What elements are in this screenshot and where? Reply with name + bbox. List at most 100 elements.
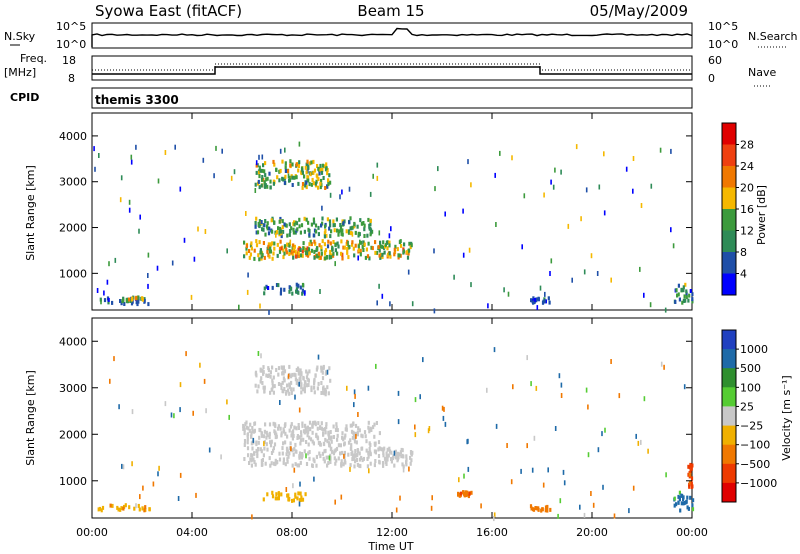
data-cell [305, 185, 308, 190]
x-tick-label: 12:00 [376, 526, 408, 539]
data-cell [147, 252, 150, 258]
data-cell [632, 485, 635, 491]
data-cell [544, 299, 547, 304]
colorbar-swatch [722, 123, 736, 145]
data-cell [262, 227, 265, 232]
data-cell [406, 255, 410, 260]
data-cell [321, 163, 325, 168]
data-cell [276, 496, 279, 501]
data-cell [583, 512, 586, 518]
data-cell [358, 248, 361, 252]
data-cell [284, 431, 287, 436]
data-cell [329, 460, 332, 464]
data-cell [100, 299, 102, 305]
data-cell [309, 437, 313, 442]
data-cell [303, 389, 306, 394]
data-cell [353, 402, 355, 408]
data-cell [293, 446, 296, 451]
data-cell [258, 174, 261, 179]
data-cell [366, 464, 369, 469]
data-cell [259, 168, 262, 173]
data-cell [347, 245, 350, 250]
data-cell [367, 385, 370, 391]
data-cell [246, 289, 249, 295]
data-cell [261, 168, 264, 173]
data-cell [602, 484, 604, 490]
data-cell [324, 186, 327, 190]
colorbar-tick-label: 4 [740, 268, 747, 281]
data-cell [685, 500, 688, 505]
data-cell [341, 431, 344, 436]
data-cell [307, 220, 310, 225]
data-cell [550, 179, 552, 185]
data-cell [393, 250, 397, 255]
data-cell [466, 492, 469, 497]
data-cell [262, 497, 265, 502]
data-cell [381, 244, 384, 249]
colorbar-swatch [722, 406, 736, 426]
data-cell [332, 424, 335, 429]
nsearch-tick-high: 10^5 [708, 20, 738, 33]
colorbar-swatch [722, 330, 736, 350]
data-cell [368, 468, 370, 474]
data-cell [310, 222, 313, 227]
data-cell [257, 179, 260, 184]
data-cell [297, 426, 300, 430]
data-cell [248, 249, 251, 253]
data-cell [329, 430, 332, 434]
data-cell [330, 446, 333, 451]
data-cell [329, 234, 332, 239]
data-cell [282, 429, 286, 434]
data-cell [353, 431, 356, 436]
data-cell [265, 442, 268, 447]
colorbar-swatch [722, 144, 736, 167]
data-cell [294, 492, 297, 497]
data-cell [680, 287, 683, 292]
data-cell [246, 446, 250, 451]
data-cell [192, 410, 194, 416]
data-cell [278, 249, 282, 254]
data-cell [250, 458, 253, 463]
data-cell [351, 435, 354, 440]
data-cell [291, 436, 294, 441]
data-cell [312, 217, 315, 222]
data-cell [243, 439, 247, 443]
data-cell [598, 184, 601, 190]
data-cell [317, 177, 320, 182]
data-cell [280, 365, 283, 370]
data-cell [322, 456, 325, 461]
data-cell [253, 451, 256, 456]
data-cell [356, 224, 359, 229]
data-cell [250, 246, 253, 251]
data-cell [272, 375, 275, 380]
data-cell [443, 406, 445, 412]
data-cell [253, 421, 256, 426]
data-cell [157, 471, 159, 477]
data-cell [597, 447, 600, 453]
data-cell [304, 492, 307, 497]
data-cell [285, 250, 288, 255]
data-cell [254, 383, 257, 388]
data-cell [390, 459, 393, 464]
data-cell [554, 426, 557, 431]
data-cell [347, 440, 351, 445]
data-cell [558, 373, 561, 379]
data-cell [138, 228, 140, 234]
data-cell [285, 487, 288, 492]
data-cell [680, 501, 683, 506]
data-cell [288, 391, 291, 396]
data-cell [285, 446, 289, 451]
data-cell [321, 205, 323, 211]
data-cell [463, 473, 465, 479]
data-cell [329, 241, 332, 246]
data-cell [337, 443, 340, 448]
data-cell [677, 494, 680, 499]
colorbar-tick-label: 12 [740, 225, 754, 238]
data-cell [301, 423, 304, 428]
data-cell [282, 366, 285, 371]
data-cell [269, 247, 271, 253]
data-cell [257, 440, 260, 445]
colorbar-tick-label: 8 [740, 246, 747, 259]
data-cell [276, 460, 279, 464]
data-cell [459, 491, 463, 496]
